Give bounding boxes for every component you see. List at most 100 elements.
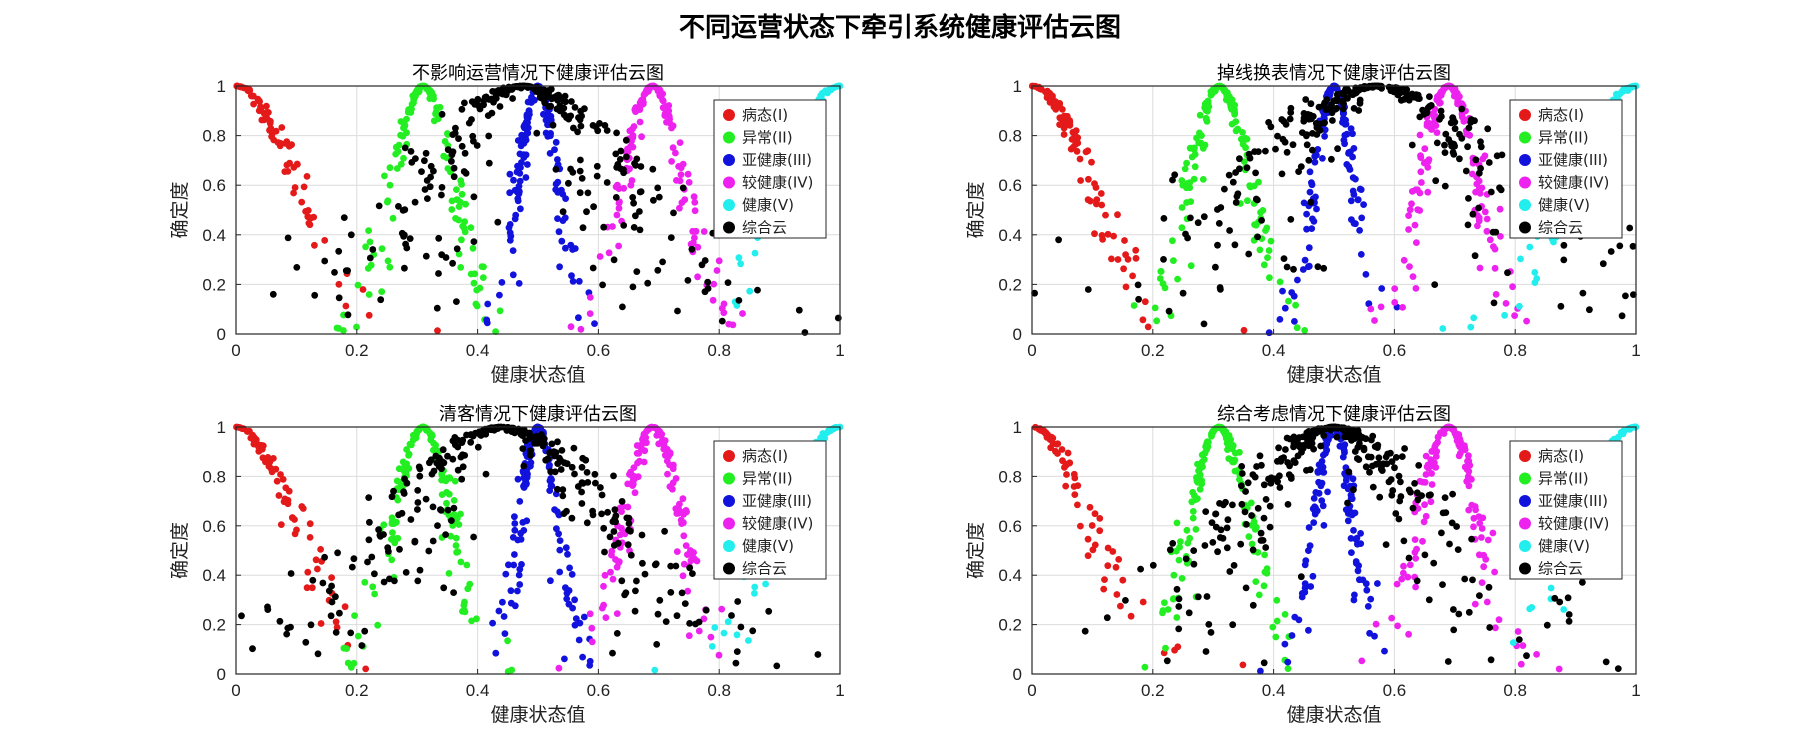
legend-marker	[1519, 495, 1531, 507]
data-point	[1463, 465, 1471, 473]
data-point	[1182, 555, 1190, 563]
data-point	[381, 172, 388, 180]
data-point	[1269, 623, 1277, 631]
data-point	[625, 514, 633, 522]
data-point	[660, 445, 668, 453]
data-point	[1371, 317, 1378, 324]
data-point	[1483, 598, 1491, 606]
data-point	[636, 457, 643, 465]
data-point	[1356, 86, 1363, 94]
data-point	[366, 518, 373, 526]
data-point	[1031, 289, 1038, 297]
data-point	[1432, 453, 1440, 460]
data-point	[1428, 481, 1436, 488]
legend-marker	[723, 540, 735, 552]
y-tick-label: 0.8	[998, 127, 1022, 146]
data-point	[1141, 298, 1149, 306]
data-point	[801, 329, 809, 336]
data-point	[378, 245, 386, 253]
data-point	[388, 520, 396, 527]
data-point	[1333, 433, 1341, 441]
data-point	[1263, 565, 1271, 572]
data-point	[283, 630, 291, 638]
data-point	[1098, 201, 1106, 209]
data-point	[1064, 449, 1072, 457]
data-point	[450, 164, 458, 172]
data-point	[1187, 262, 1195, 270]
data-point	[304, 207, 312, 214]
data-point	[511, 526, 519, 534]
data-point	[1248, 512, 1255, 519]
data-point	[1517, 660, 1525, 668]
data-point	[509, 247, 517, 255]
data-point	[1208, 519, 1216, 526]
data-point	[578, 463, 586, 471]
data-point	[1212, 510, 1220, 518]
data-point	[1311, 510, 1319, 518]
data-point	[1466, 131, 1474, 139]
data-point	[1333, 91, 1341, 98]
x-tick-label: 0.4	[466, 341, 490, 360]
data-point	[1344, 517, 1352, 525]
data-point	[450, 504, 458, 512]
data-point	[1328, 155, 1335, 163]
data-point	[1253, 523, 1260, 531]
data-point	[704, 285, 712, 292]
data-point	[619, 303, 626, 311]
data-point	[1199, 145, 1207, 152]
data-point	[1412, 186, 1420, 194]
data-point	[1194, 219, 1202, 227]
data-point	[567, 112, 575, 120]
data-point	[1122, 283, 1130, 291]
data-point	[467, 270, 475, 278]
data-point	[511, 551, 518, 558]
data-point	[473, 302, 481, 310]
y-tick-label: 1	[1013, 77, 1022, 96]
data-point	[1399, 304, 1406, 311]
data-point	[693, 557, 701, 565]
data-point	[415, 426, 423, 434]
data-point	[1248, 540, 1256, 548]
data-point	[510, 176, 517, 184]
data-point	[1117, 602, 1124, 610]
data-point	[1475, 186, 1483, 193]
data-point	[490, 96, 498, 104]
data-point	[473, 286, 481, 294]
data-point	[1465, 457, 1473, 465]
data-point	[1432, 177, 1440, 185]
data-point	[388, 535, 395, 543]
scatter-points	[233, 82, 844, 336]
data-point	[1121, 237, 1128, 244]
data-point	[554, 156, 561, 163]
data-point	[414, 577, 422, 585]
data-point	[244, 427, 252, 435]
data-point	[1088, 522, 1096, 529]
data-point	[1285, 297, 1292, 305]
legend-marker	[1519, 472, 1531, 485]
data-point	[1249, 471, 1257, 478]
data-point	[1408, 200, 1415, 208]
data-point	[1060, 112, 1068, 120]
data-point	[1139, 598, 1147, 606]
series-3	[567, 82, 746, 333]
data-point	[1074, 139, 1082, 147]
data-point	[556, 263, 563, 271]
data-point	[471, 100, 479, 108]
data-point	[495, 607, 503, 615]
data-point	[1486, 624, 1494, 631]
data-point	[1103, 614, 1111, 622]
data-point	[388, 556, 396, 564]
data-point	[264, 603, 271, 611]
data-point	[1394, 622, 1401, 630]
data-point	[1341, 87, 1349, 95]
data-point	[1471, 252, 1479, 260]
data-point	[519, 445, 527, 452]
data-point	[676, 139, 684, 147]
data-point	[1630, 291, 1637, 298]
data-point	[1236, 155, 1243, 163]
data-point	[470, 533, 477, 541]
data-point	[1501, 311, 1508, 319]
data-point	[364, 558, 371, 566]
data-point	[429, 537, 437, 545]
data-point	[375, 202, 383, 210]
